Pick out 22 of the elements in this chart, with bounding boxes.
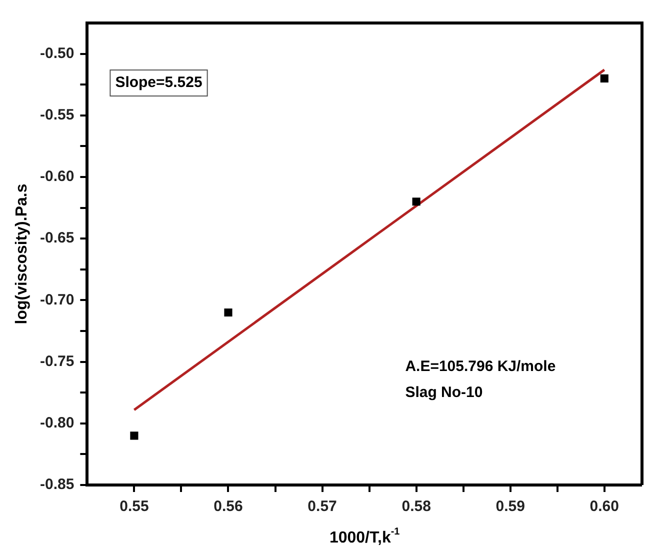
x-tick-label: 0.57 <box>308 498 337 516</box>
annotation: Slag No-10 <box>405 384 483 402</box>
y-tick-label: -0.85 <box>40 476 74 494</box>
x-tick-label: 0.60 <box>590 498 619 516</box>
x-tick-label: 0.58 <box>402 498 431 516</box>
x-tick-label: 0.56 <box>214 498 243 516</box>
point <box>412 198 420 206</box>
point <box>224 308 232 317</box>
annotation: Slope=5.525 <box>115 74 202 92</box>
x-tick-label: 0.55 <box>120 498 149 516</box>
y-tick-label: -0.60 <box>40 168 74 186</box>
y-tick-label: -0.80 <box>40 414 74 432</box>
y-axis-title: log(viscosity).Pa.s <box>13 184 30 324</box>
point <box>600 74 608 82</box>
y-tick-label: -0.50 <box>40 44 74 62</box>
y-tick-label: -0.75 <box>40 352 74 370</box>
point <box>130 432 138 440</box>
y-tick-label: -0.65 <box>40 230 74 247</box>
x-tick-label: 0.59 <box>496 498 525 516</box>
y-tick-label: -0.55 <box>40 106 74 124</box>
y-tick-label: -0.70 <box>40 291 74 308</box>
annotation: A.E=105.796 KJ/mole <box>405 358 556 376</box>
